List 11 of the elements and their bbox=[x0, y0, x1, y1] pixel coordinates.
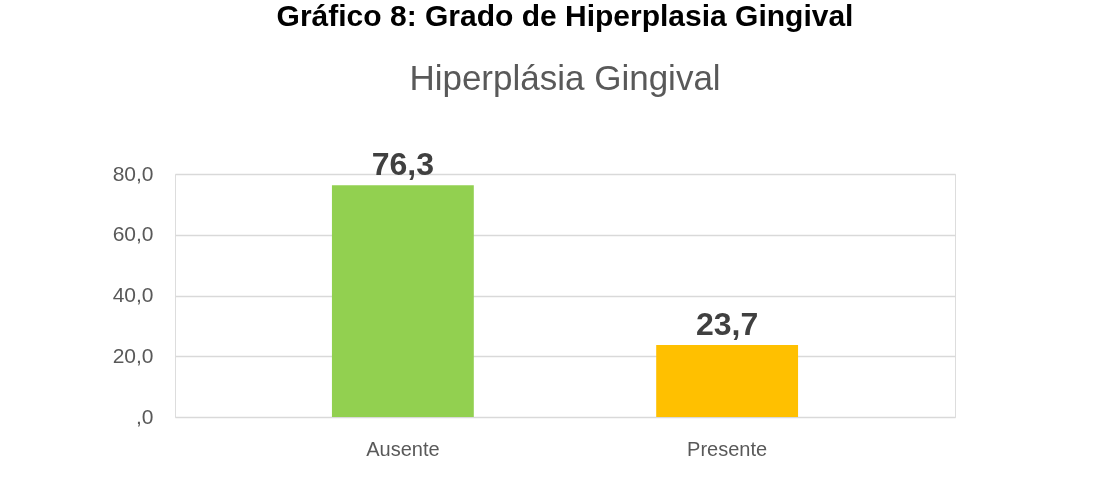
y-tick-label: 40,0 bbox=[112, 283, 154, 306]
y-tick-label: 60,0 bbox=[112, 222, 154, 246]
y-tick-label: 80,0 bbox=[112, 161, 154, 185]
x-tick-label: Presente bbox=[687, 437, 768, 460]
data-label: 23,7 bbox=[695, 306, 759, 343]
chart-title: Gráfico 8: Grado de Hiperplasia Gingival bbox=[276, 0, 854, 33]
x-tick-label: Ausente bbox=[366, 437, 440, 460]
chart-subtitle: Hiperplásia Gingival bbox=[409, 58, 721, 98]
y-tick-label: 20,0 bbox=[112, 343, 154, 367]
data-label: 76,3 bbox=[371, 146, 435, 183]
y-tick-label: ,0 bbox=[135, 404, 154, 428]
